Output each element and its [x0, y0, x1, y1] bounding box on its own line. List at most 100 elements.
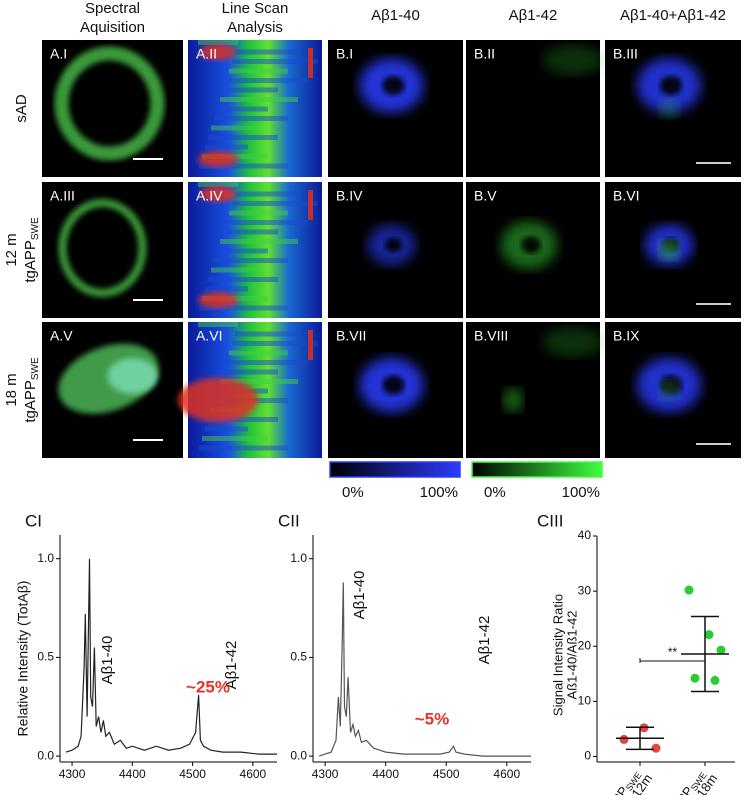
image-panel: [466, 40, 603, 177]
data-point: [684, 585, 694, 595]
scan-row: [199, 163, 288, 169]
chart-label: CI: [25, 511, 42, 530]
scan-row: [220, 97, 298, 102]
y-tick-label: 10: [578, 694, 592, 708]
x-tick-label: 4300: [59, 767, 86, 781]
x-tick-label: 4300: [312, 767, 339, 781]
panel-label: A.III: [50, 188, 75, 204]
scan-row: [208, 417, 278, 422]
scan-colorbar: [308, 190, 313, 220]
panel-label: A.IV: [196, 188, 223, 204]
signal: [200, 44, 236, 60]
signal: [543, 45, 603, 75]
panel-label: B.VIII: [474, 328, 508, 344]
colorbar-min: 0%: [342, 484, 364, 501]
column-header: Analysis: [227, 19, 283, 36]
signal: [659, 240, 679, 260]
scan-row: [202, 436, 268, 441]
scan-row: [217, 248, 268, 254]
row-label: sAD: [13, 94, 30, 123]
scan-row: [199, 445, 288, 451]
column-header: Spectral: [85, 0, 140, 17]
colorbar-max: 100%: [420, 484, 458, 501]
column-header: Aβ1-40: [371, 7, 420, 24]
signal: [198, 151, 238, 167]
colorbar-max: 100%: [562, 484, 600, 501]
scan-row: [214, 116, 288, 121]
data-point: [710, 675, 720, 685]
scan-row: [223, 87, 278, 93]
data-point: [619, 734, 629, 744]
scan-row: [208, 135, 278, 140]
signal: [659, 380, 679, 400]
x-tick-label: 4400: [119, 767, 146, 781]
image-panel: [328, 40, 463, 177]
column-header: Aβ1-40+Aβ1-42: [620, 7, 726, 24]
scan-row: [214, 258, 288, 263]
panel-label: B.IX: [613, 328, 640, 344]
row-label-main: tgAPP: [22, 240, 39, 283]
x-tick-label: 4500: [433, 767, 460, 781]
error-bar: [691, 615, 719, 693]
panel-label: B.II: [474, 46, 495, 62]
scan-row: [208, 277, 278, 282]
y-axis-label: Signal Intensity Ratio: [550, 594, 565, 716]
image-panel: [188, 182, 322, 318]
signal: [178, 378, 258, 422]
column-header: Aquisition: [80, 19, 145, 36]
scan-row: [223, 369, 278, 375]
image-panel: [188, 40, 322, 177]
x-tick-label: 4400: [372, 767, 399, 781]
panel-label: B.VI: [613, 188, 639, 204]
image-panel: [42, 40, 183, 177]
spectrum: [318, 582, 531, 757]
annotation: ~25%: [186, 677, 230, 696]
x-tick-label: 4500: [179, 767, 206, 781]
image-panel: [178, 322, 322, 458]
signal: [200, 186, 236, 202]
scan-row: [211, 125, 258, 131]
scan-row: [199, 305, 288, 311]
scan-row: [229, 68, 288, 74]
scan-row: [205, 286, 248, 292]
image-panel: [605, 182, 741, 318]
data-point: [716, 645, 726, 655]
colorbar: [471, 461, 603, 478]
scan-row: [205, 144, 248, 150]
panel-label: A.II: [196, 46, 217, 62]
image-panel: [42, 322, 183, 458]
annotation: Aβ1-42: [223, 641, 240, 690]
scan-row: [232, 341, 318, 346]
scan-row: [220, 239, 298, 244]
chart-label: CII: [278, 511, 300, 530]
scan-row: [211, 267, 258, 273]
panel-label: B.IV: [336, 188, 363, 204]
signal: [382, 75, 405, 96]
scan-colorbar: [308, 48, 313, 78]
image-panel: [605, 40, 741, 177]
y-tick-label: 1.0: [290, 551, 307, 565]
panel-label: A.V: [50, 328, 73, 344]
image-panel: [328, 182, 463, 318]
x-tick-label: 4600: [240, 767, 267, 781]
signal: [503, 388, 523, 412]
image-panel: [466, 322, 603, 458]
scan-colorbar: [308, 330, 313, 360]
annotation: ~5%: [415, 709, 450, 728]
column-header: Aβ1-42: [509, 7, 558, 24]
colorbar: [329, 461, 461, 478]
scan-row: [205, 426, 248, 432]
scan-row: [226, 360, 308, 365]
annotation: Aβ1-42: [476, 616, 493, 665]
scan-row: [198, 322, 238, 327]
annotation: Aβ1-40: [351, 571, 368, 620]
panel-label: B.III: [613, 46, 638, 62]
image-panel: [328, 322, 463, 458]
signal: [659, 75, 683, 96]
row-label-sub: SWE: [30, 217, 41, 240]
y-tick-label: 40: [578, 528, 592, 542]
y-tick-label: 0.5: [37, 650, 54, 664]
y-tick-label: 0.0: [37, 748, 54, 762]
category-main: tgAPP: [663, 784, 696, 795]
